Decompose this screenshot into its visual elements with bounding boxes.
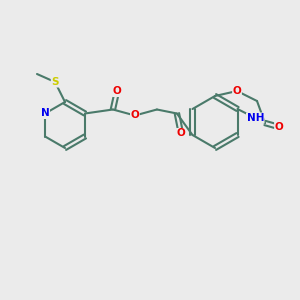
- Text: O: O: [130, 110, 139, 121]
- Text: O: O: [112, 86, 121, 97]
- Text: S: S: [51, 77, 59, 87]
- Text: O: O: [232, 86, 242, 96]
- Text: NH: NH: [247, 113, 264, 123]
- Text: O: O: [274, 122, 284, 132]
- Text: O: O: [176, 128, 185, 139]
- Text: N: N: [41, 109, 50, 118]
